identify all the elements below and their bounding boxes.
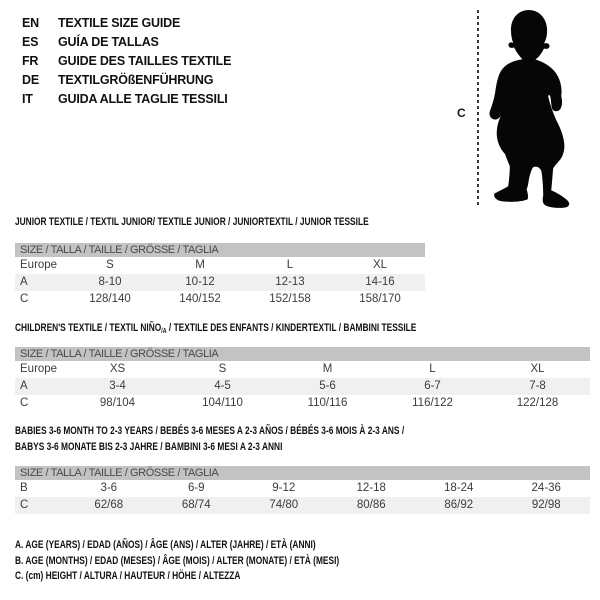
- legend-note-a: A. AGE (YEARS) / EDAD (AÑOS) / ÂGE (ANS)…: [15, 539, 316, 551]
- table-cell: 98/104: [99, 397, 136, 409]
- table-cell: 6-9: [187, 482, 205, 494]
- babies-section-title-line2: BABYS 3-6 MONATE BIS 2-3 JAHRE / BAMBINI…: [15, 441, 283, 453]
- table-cell: 12-13: [275, 276, 305, 288]
- children-title-subscript: /A: [161, 328, 167, 335]
- table-cell: XL: [372, 259, 388, 271]
- children-title-rest: / TEXTILE DES ENFANTS / KINDERTEXTIL / B…: [166, 322, 417, 334]
- table-cell: 86/92: [444, 499, 474, 511]
- language-code: FR: [22, 54, 39, 68]
- row-label: C: [20, 293, 29, 305]
- table-row-height: C 62/68 68/74 74/80 80/86 86/92 92/98: [15, 497, 590, 514]
- baby-silhouette-icon: [489, 10, 570, 208]
- children-section-title: CHILDREN'S TEXTILE / TEXTIL NIÑO/A / TEX…: [15, 322, 417, 335]
- table-cell: 110/116: [307, 397, 348, 409]
- language-row: IT GUIDA ALLE TAGLIE TESSILI: [22, 90, 231, 109]
- language-row: EN TEXTILE SIZE GUIDE: [22, 14, 231, 33]
- table-cell: 8-10: [98, 276, 122, 288]
- babies-size-table: SIZE / TALLA / TAILLE / GRÖSSE / TAGLIA …: [15, 466, 590, 514]
- table-row-region: Europe XS S M L XL: [15, 361, 590, 378]
- table-cell: 62/68: [94, 499, 124, 511]
- babies-section-title-line1: BABIES 3-6 MONTH TO 2-3 YEARS / BEBÉS 3-…: [15, 425, 405, 437]
- row-label: A: [20, 276, 28, 288]
- table-row-height: C 128/140 140/152 152/158 158/170: [15, 291, 425, 308]
- language-list: EN TEXTILE SIZE GUIDE ES GUÍA DE TALLAS …: [22, 14, 231, 109]
- table-cell: 74/80: [269, 499, 299, 511]
- row-label: B: [20, 482, 28, 494]
- table-cell: 68/74: [181, 499, 211, 511]
- table-cell: 104/110: [202, 397, 243, 409]
- table-cell: XL: [530, 363, 545, 375]
- language-row: FR GUIDE DES TAILLES TEXTILE: [22, 52, 231, 71]
- table-cell: M: [322, 363, 333, 375]
- row-label: Europe: [20, 363, 58, 375]
- table-cell: 92/98: [531, 499, 561, 511]
- table-cell: 116/122: [412, 397, 453, 409]
- table-cell: 3-4: [109, 380, 126, 392]
- table-cell: XS: [109, 363, 126, 375]
- language-code: DE: [22, 73, 39, 87]
- legend-notes: A. AGE (YEARS) / EDAD (AÑOS) / ÂGE (ANS)…: [15, 538, 339, 585]
- height-marker-label: C: [457, 106, 466, 120]
- row-label: A: [20, 380, 28, 392]
- junior-size-table: SIZE / TALLA / TAILLE / GRÖSSE / TAGLIA …: [15, 243, 425, 308]
- language-label: TEXTILE SIZE GUIDE: [58, 16, 181, 30]
- table-cell: L: [429, 363, 436, 375]
- table-row-age: A 8-10 10-12 12-13 14-16: [15, 274, 425, 291]
- table-cell: 24-36: [531, 482, 561, 494]
- table-cell: 7-8: [529, 380, 546, 392]
- table-cell: 122/128: [516, 397, 559, 409]
- language-code: IT: [22, 92, 33, 106]
- table-cell: 6-7: [424, 380, 441, 392]
- language-label: GUIDE DES TAILLES TEXTILE: [58, 54, 232, 68]
- table-cell: 10-12: [185, 276, 215, 288]
- table-cell: S: [218, 363, 227, 375]
- table-cell: S: [106, 259, 114, 271]
- baby-silhouette-path: [489, 10, 570, 208]
- height-dashed-line: [477, 10, 479, 208]
- language-code: EN: [22, 16, 39, 30]
- table-cell: 152/158: [269, 293, 311, 305]
- table-cell: 3-6: [100, 482, 118, 494]
- table-cell: 128/140: [89, 293, 131, 305]
- table-cell: 158/170: [359, 293, 401, 305]
- children-title-main: CHILDREN'S TEXTILE / TEXTIL NIÑO: [15, 322, 162, 334]
- table-cell: 18-24: [444, 482, 474, 494]
- size-header-bar: SIZE / TALLA / TAILLE / GRÖSSE / TAGLIA: [15, 243, 425, 257]
- size-header-bar: SIZE / TALLA / TAILLE / GRÖSSE / TAGLIA: [15, 347, 590, 361]
- table-row-height: C 98/104 104/110 110/116 116/122 122/128: [15, 395, 590, 412]
- table-row-months: B 3-6 6-9 9-12 12-18 18-24 24-36: [15, 480, 590, 497]
- table-cell: 80/86: [356, 499, 386, 511]
- language-label: GUIDA ALLE TAGLIE TESSILI: [58, 92, 228, 106]
- size-header-bar: SIZE / TALLA / TAILLE / GRÖSSE / TAGLIA: [15, 466, 590, 480]
- table-cell: 140/152: [179, 293, 221, 305]
- language-row: DE TEXTILGRÖßENFÜHRUNG: [22, 71, 231, 90]
- language-row: ES GUÍA DE TALLAS: [22, 33, 231, 52]
- language-label: TEXTILGRÖßENFÜHRUNG: [58, 73, 214, 87]
- legend-note-c: C. (cm) HEIGHT / ALTURA / HAUTEUR / HÖHE…: [15, 570, 241, 582]
- language-code: ES: [22, 35, 39, 49]
- table-cell: 5-6: [319, 380, 336, 392]
- table-cell: 14-16: [365, 276, 395, 288]
- row-label: C: [20, 397, 29, 409]
- table-cell: M: [195, 259, 205, 271]
- table-cell: 12-18: [356, 482, 386, 494]
- table-cell: 4-5: [214, 380, 231, 392]
- table-cell: 9-12: [272, 482, 296, 494]
- table-cell: L: [286, 259, 294, 271]
- children-size-table: SIZE / TALLA / TAILLE / GRÖSSE / TAGLIA …: [15, 347, 590, 412]
- language-label: GUÍA DE TALLAS: [58, 35, 159, 49]
- legend-note-b: B. AGE (MONTHS) / EDAD (MESES) / ÂGE (MO…: [15, 554, 340, 567]
- row-label: Europe: [20, 259, 58, 271]
- junior-section-title: JUNIOR TEXTILE / TEXTIL JUNIOR/ TEXTILE …: [15, 216, 369, 228]
- table-row-age: A 3-4 4-5 5-6 6-7 7-8: [15, 378, 590, 395]
- row-label: C: [20, 499, 29, 511]
- table-row-region: Europe S M L XL: [15, 257, 425, 274]
